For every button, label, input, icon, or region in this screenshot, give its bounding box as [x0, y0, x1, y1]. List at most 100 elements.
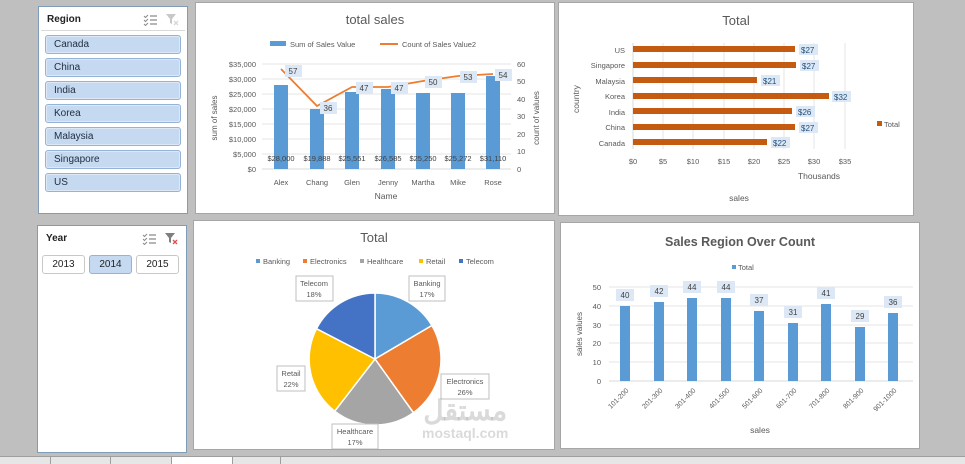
- clear-filter-icon[interactable]: [164, 232, 178, 245]
- svg-text:601-700: 601-700: [775, 387, 798, 410]
- svg-text:$27: $27: [801, 46, 815, 55]
- svg-text:Electronics: Electronics: [447, 377, 484, 386]
- svg-text:China: China: [605, 123, 625, 132]
- svg-text:101-200: 101-200: [607, 387, 630, 410]
- bar-series: [620, 298, 898, 381]
- year-item-2013[interactable]: 2013: [42, 255, 85, 274]
- svg-text:Telecom: Telecom: [466, 257, 494, 266]
- region-item-india[interactable]: India: [45, 81, 181, 100]
- bar-alex: [274, 85, 288, 169]
- chart-title: Total: [722, 13, 750, 28]
- svg-text:Alex: Alex: [274, 178, 289, 187]
- x-axis-title: sales: [729, 193, 749, 203]
- multi-select-icon[interactable]: [143, 14, 157, 26]
- year-slicer: Year 2013 2014 2015: [37, 225, 187, 453]
- chart-legend: Total: [732, 263, 754, 272]
- bar-jenny: [381, 89, 395, 169]
- year-item-2015[interactable]: 2015: [136, 255, 179, 274]
- y-axis: 50 40 30 20 10 0: [593, 283, 601, 386]
- x-axis-title: sales: [750, 425, 770, 435]
- svg-text:$27: $27: [802, 62, 816, 71]
- svg-text:Total: Total: [884, 120, 900, 129]
- svg-text:Banking: Banking: [413, 279, 440, 288]
- svg-text:$30: $30: [808, 157, 821, 166]
- chart-title: Total: [360, 230, 388, 245]
- total-sales-chart[interactable]: total sales Sum of Sales Value Count of …: [195, 2, 555, 214]
- x-axis: Alex Chang Glen Jenny Martha Mike Rose: [274, 178, 502, 187]
- svg-text:Healthcare: Healthcare: [367, 257, 403, 266]
- x-axis: $0 $5 $10 $15 $20 $25 $30 $35: [629, 157, 851, 166]
- svg-text:Korea: Korea: [605, 92, 626, 101]
- svg-text:$26,585: $26,585: [374, 154, 401, 163]
- region-item-us[interactable]: US: [45, 173, 181, 192]
- region-slicer: Region Canada China India Korea Malaysia…: [38, 6, 188, 214]
- svg-text:$20,000: $20,000: [229, 105, 256, 114]
- slice-telecom: [315, 292, 376, 361]
- svg-text:201-300: 201-300: [641, 387, 664, 410]
- svg-text:Rose: Rose: [484, 178, 502, 187]
- svg-text:Singapore: Singapore: [591, 61, 625, 70]
- sheet-tab-active[interactable]: [171, 457, 232, 464]
- multi-select-icon[interactable]: [142, 233, 156, 245]
- svg-text:0: 0: [597, 377, 601, 386]
- sales-region-count-chart[interactable]: Sales Region Over Count Total 50 40 30 2…: [560, 222, 920, 449]
- svg-text:$15: $15: [718, 157, 731, 166]
- svg-text:29: 29: [856, 312, 865, 321]
- slice-banking: [374, 292, 433, 361]
- year-item-2014[interactable]: 2014: [89, 255, 132, 274]
- svg-text:Electronics: Electronics: [310, 257, 347, 266]
- clear-filter-icon[interactable]: [165, 13, 179, 26]
- bar-us: [633, 46, 795, 52]
- svg-text:$20: $20: [748, 157, 761, 166]
- region-item-china[interactable]: China: [45, 58, 181, 77]
- region-slicer-title: Region: [47, 14, 81, 25]
- bar-korea: [633, 93, 829, 99]
- svg-text:37: 37: [755, 296, 764, 305]
- svg-text:60: 60: [517, 60, 525, 69]
- chart-title: Sales Region Over Count: [665, 235, 816, 249]
- svg-text:$19,888: $19,888: [303, 154, 330, 163]
- svg-text:$35: $35: [839, 157, 852, 166]
- svg-text:Retail: Retail: [426, 257, 446, 266]
- svg-text:44: 44: [688, 283, 697, 292]
- legend-swatch-bar: [270, 41, 286, 46]
- svg-text:Mike: Mike: [450, 178, 466, 187]
- svg-text:$32: $32: [834, 93, 848, 102]
- svg-text:Healthcare: Healthcare: [337, 427, 373, 436]
- svg-text:18%: 18%: [306, 290, 321, 299]
- svg-text:Telecom: Telecom: [300, 279, 328, 288]
- chart-legend: Total: [877, 120, 900, 129]
- bar-india: [633, 108, 792, 114]
- svg-text:0: 0: [517, 165, 521, 174]
- bar-malaysia: [633, 77, 757, 83]
- pie-slices: [308, 292, 442, 426]
- svg-text:Glen: Glen: [344, 178, 360, 187]
- svg-text:36: 36: [324, 104, 333, 113]
- tab-divider: [280, 457, 281, 464]
- country-sales-chart[interactable]: Total $27 $27 $21 $32 $26 $27 $22: [558, 2, 914, 216]
- x-axis-units: Thousands: [798, 171, 840, 181]
- svg-text:40: 40: [621, 291, 630, 300]
- sheet-tab[interactable]: [232, 457, 280, 464]
- region-item-canada[interactable]: Canada: [45, 35, 181, 54]
- svg-text:$26: $26: [798, 108, 812, 117]
- chart-title: total sales: [346, 12, 405, 27]
- y-axis-title: sum of sales: [210, 96, 219, 141]
- svg-text:22%: 22%: [283, 380, 298, 389]
- svg-text:30: 30: [593, 321, 601, 330]
- y-axis: US Singapore Malaysia Korea India China …: [591, 46, 626, 148]
- svg-text:US: US: [615, 46, 625, 55]
- svg-text:Banking: Banking: [263, 257, 290, 266]
- legend-label: Sum of Sales Value: [290, 40, 355, 49]
- region-item-singapore[interactable]: Singapore: [45, 150, 181, 169]
- svg-text:47: 47: [360, 84, 369, 93]
- sheet-tab[interactable]: [50, 457, 110, 464]
- region-item-malaysia[interactable]: Malaysia: [45, 127, 181, 146]
- svg-text:$28,000: $28,000: [267, 154, 294, 163]
- region-item-korea[interactable]: Korea: [45, 104, 181, 123]
- watermark: مستقل mostaql.com: [422, 395, 509, 442]
- sheet-tab[interactable]: [110, 457, 171, 464]
- industry-pie-chart[interactable]: Total Banking Electronics Healthcare Ret…: [193, 220, 555, 450]
- pie-data-labels: Telecom 18% Banking 17% Retail 22% Electron…: [276, 275, 490, 450]
- svg-text:$31,110: $31,110: [480, 154, 507, 163]
